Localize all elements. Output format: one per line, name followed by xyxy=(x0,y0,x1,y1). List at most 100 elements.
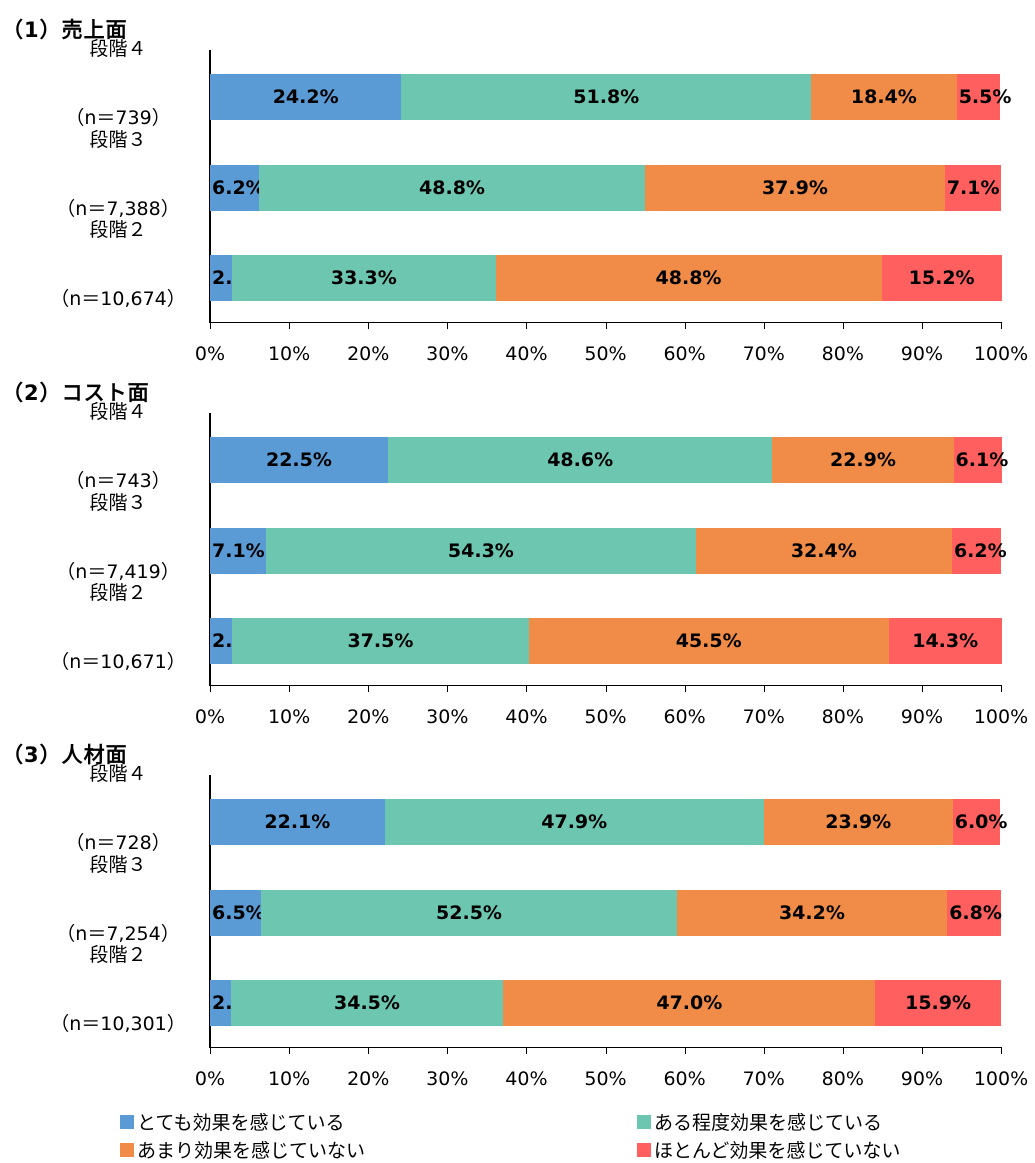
bar-segment xyxy=(401,74,812,120)
x-tick-label: 20% xyxy=(347,706,390,728)
data-label: 6.0% xyxy=(954,811,1008,833)
x-tick xyxy=(605,1047,607,1054)
legend-label: ある程度効果を感じている xyxy=(654,1112,883,1134)
legend-label: ほとんど効果を感じていない xyxy=(654,1140,901,1162)
x-tick-label: 0% xyxy=(194,1068,226,1090)
x-tick xyxy=(1001,1047,1002,1054)
bar-segment xyxy=(676,889,948,936)
x-tick xyxy=(368,685,370,692)
bar-segment xyxy=(956,74,1001,120)
data-label: 24.2% xyxy=(272,86,339,108)
legend-item: あまり効果を感じていない xyxy=(120,1136,365,1163)
data-label: 34.5% xyxy=(334,992,400,1014)
x-tick xyxy=(1001,685,1002,692)
data-label: 48.8% xyxy=(419,176,485,199)
legend-label: あまり効果を感じていない xyxy=(137,1140,366,1162)
bar-segment xyxy=(230,980,504,1026)
x-tick-label: 100% xyxy=(973,706,1029,728)
data-label: 14.3% xyxy=(912,630,979,652)
data-label: 15.2% xyxy=(908,267,975,289)
x-tick-label: 90% xyxy=(900,343,943,365)
x-tick-label: 70% xyxy=(742,343,785,365)
bar-segment xyxy=(210,255,233,301)
bar-segment xyxy=(953,437,1002,483)
x-tick xyxy=(763,1047,765,1054)
category-label: 段階３ xyxy=(89,491,147,514)
data-label: 18.4% xyxy=(850,86,917,108)
data-label: 45.5% xyxy=(675,630,742,652)
x-tick-label: 30% xyxy=(426,1068,469,1090)
data-label: 6.8% xyxy=(949,901,1002,924)
data-label: 37.9% xyxy=(761,176,828,199)
x-tick-label: 50% xyxy=(584,343,627,365)
x-tick xyxy=(842,685,844,692)
bar-segment xyxy=(695,527,952,574)
category-n: （n＝10,671） xyxy=(50,651,186,673)
x-tick xyxy=(526,1047,528,1054)
x-tick-label: 90% xyxy=(900,706,943,728)
legend-swatch xyxy=(637,1114,651,1129)
chart-title: （3）人材面 xyxy=(2,743,128,767)
legend-label: とても効果を感じている xyxy=(137,1112,345,1134)
data-label: 7.1% xyxy=(212,539,265,562)
data-label: 22.9% xyxy=(829,449,896,471)
x-tick xyxy=(763,685,765,692)
x-tick-label: 10% xyxy=(267,706,311,728)
category-n: （n＝743） xyxy=(65,470,171,492)
bar-segment xyxy=(881,255,1002,301)
category-label: 段階３ xyxy=(89,128,147,151)
data-label: 6.2% xyxy=(953,539,1007,562)
x-tick xyxy=(921,685,923,692)
bar-segment xyxy=(210,799,385,845)
bar-segment xyxy=(210,889,262,936)
x-tick xyxy=(368,1047,370,1054)
x-tick xyxy=(921,322,923,329)
x-tick-label: 100% xyxy=(973,343,1029,365)
category-n: （n＝10,301） xyxy=(50,1013,186,1035)
category-label: 段階２ xyxy=(89,219,147,241)
bar-segment xyxy=(951,527,1001,574)
bar-segment xyxy=(947,889,1001,936)
data-label: 54.3% xyxy=(447,539,514,562)
bar-segment xyxy=(888,618,1002,664)
bar-segment xyxy=(259,164,646,211)
bar-segment xyxy=(210,164,260,211)
x-tick-label: 10% xyxy=(267,1068,311,1090)
category-label: 段階３ xyxy=(89,853,147,876)
bar-segment xyxy=(772,437,954,483)
x-tick xyxy=(447,685,449,692)
legend-item: とても効果を感じている xyxy=(120,1108,344,1135)
data-label: 47.9% xyxy=(541,811,608,833)
x-tick-label: 10% xyxy=(267,343,311,365)
data-label: 33.3% xyxy=(330,267,397,289)
x-tick-label: 20% xyxy=(347,343,390,365)
data-label: 6.5% xyxy=(212,901,265,924)
bar-segment xyxy=(763,799,953,845)
x-tick xyxy=(447,1047,449,1054)
legend-swatch xyxy=(637,1142,651,1157)
chart-title: （1）売上面 xyxy=(2,18,128,42)
chart-title: （2）コスト面 xyxy=(2,381,150,405)
x-tick xyxy=(842,322,844,329)
category-n: （n＝739） xyxy=(65,107,171,129)
data-label: 51.8% xyxy=(573,86,640,108)
bar-segment xyxy=(210,437,388,483)
bar-segment xyxy=(210,618,233,664)
data-label: 47.0% xyxy=(656,992,723,1014)
x-tick xyxy=(921,1047,923,1054)
x-tick-label: 70% xyxy=(742,706,785,728)
category-label: 段階２ xyxy=(89,582,147,604)
x-tick xyxy=(763,322,765,329)
data-label: 34.2% xyxy=(778,901,845,924)
x-tick xyxy=(842,1047,844,1054)
data-label: 52.5% xyxy=(436,901,502,924)
category-label: 段階４ xyxy=(89,38,147,60)
legend-swatch xyxy=(120,1114,134,1129)
x-tick-label: 30% xyxy=(426,343,469,365)
data-label: 6.1% xyxy=(955,449,1009,471)
bar-segment xyxy=(232,255,496,301)
x-tick-label: 30% xyxy=(426,706,469,728)
x-tick xyxy=(289,685,291,692)
data-label: 22.5% xyxy=(265,449,332,471)
